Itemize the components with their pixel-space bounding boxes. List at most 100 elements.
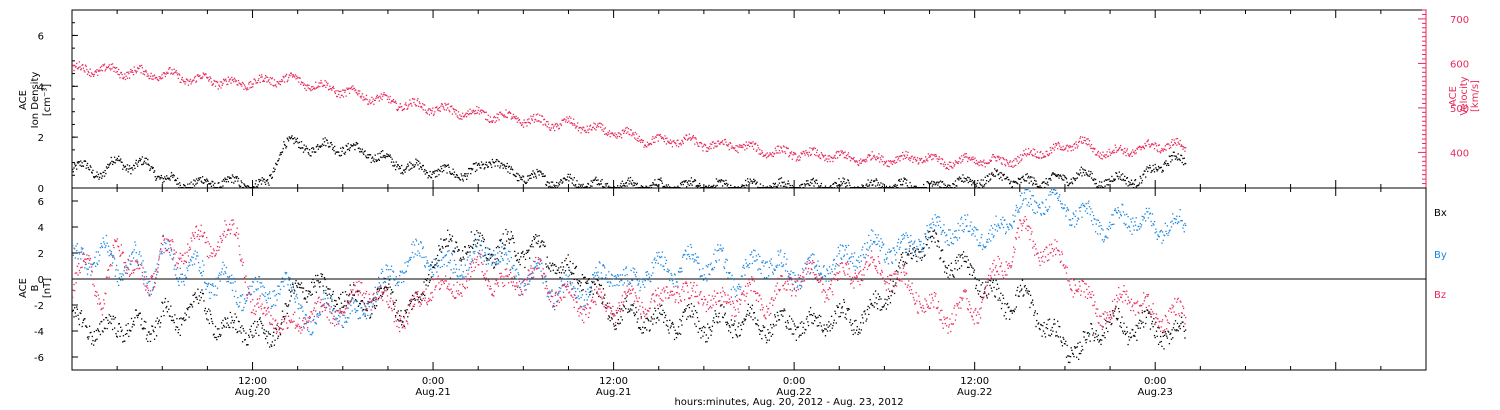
bx-point: [1119, 325, 1121, 327]
bx-point: [445, 245, 447, 248]
density-point: [1126, 177, 1129, 179]
velocity-point: [755, 150, 758, 152]
density-point: [390, 156, 392, 158]
density-point: [934, 184, 936, 186]
bx-point: [633, 314, 636, 317]
density-point: [1158, 167, 1160, 169]
density-point: [755, 182, 758, 184]
density-point: [815, 179, 817, 181]
velocity-point: [866, 160, 868, 162]
bx-point: [619, 307, 621, 310]
bx-point: [1078, 358, 1080, 360]
bx-point: [406, 309, 408, 311]
bx-point: [438, 249, 441, 251]
bx-point: [967, 259, 969, 261]
bx-point: [572, 262, 574, 265]
bx-point: [857, 333, 859, 336]
bx-point: [1121, 316, 1123, 318]
density-point: [394, 164, 396, 166]
velocity-point: [1154, 142, 1156, 144]
bx-point: [360, 300, 362, 302]
density-point: [175, 179, 177, 182]
bx-point: [1158, 327, 1160, 329]
density-point: [306, 147, 308, 150]
bx-point: [243, 339, 246, 341]
bx-point: [1063, 338, 1065, 340]
velocity-point: [540, 121, 542, 123]
velocity-point: [208, 80, 210, 82]
velocity-point: [589, 125, 591, 127]
velocity-point: [687, 138, 689, 140]
density-point: [661, 182, 663, 184]
density-point: [220, 186, 222, 188]
bx-point: [474, 238, 477, 241]
velocity-point: [247, 88, 249, 91]
velocity-point: [199, 77, 202, 80]
velocity-point: [644, 144, 646, 146]
bx-point: [253, 335, 255, 337]
velocity-point: [964, 156, 967, 158]
bx-point: [1155, 321, 1157, 323]
density-point: [619, 185, 621, 187]
bx-point: [204, 310, 206, 312]
density-point: [344, 151, 347, 153]
velocity-point: [631, 133, 634, 135]
density-point: [208, 182, 211, 185]
bx-point: [88, 336, 90, 338]
density-point: [460, 173, 462, 175]
bx-point: [551, 262, 554, 265]
bx-point: [689, 315, 691, 317]
velocity-point: [290, 72, 292, 74]
velocity-point: [443, 109, 445, 111]
velocity-point: [452, 107, 454, 110]
density-point: [816, 182, 818, 185]
velocity-point: [348, 92, 351, 94]
density-point: [258, 180, 261, 183]
density-point: [212, 181, 214, 183]
velocity-point: [741, 145, 743, 147]
density-point: [1066, 181, 1068, 183]
velocity-point: [1090, 143, 1093, 146]
velocity-point: [861, 160, 863, 162]
density-point: [379, 152, 381, 155]
density-point: [1172, 151, 1175, 153]
velocity-point: [867, 154, 869, 156]
density-point: [369, 154, 372, 156]
density-point: [1071, 181, 1073, 183]
velocity-point: [746, 147, 748, 150]
bx-point: [137, 314, 139, 317]
velocity-point: [120, 72, 122, 74]
velocity-point: [1093, 148, 1095, 150]
velocity-point: [685, 134, 687, 136]
bx-point: [638, 327, 640, 329]
density-point: [633, 184, 636, 186]
bx-point: [540, 241, 542, 244]
velocity-point: [1184, 150, 1186, 152]
bx-point: [1041, 335, 1043, 337]
density-point: [82, 165, 85, 167]
bx-point: [707, 323, 709, 325]
velocity-point: [781, 150, 783, 152]
density-point: [579, 185, 582, 187]
bx-point: [72, 310, 74, 312]
density-point: [256, 186, 259, 188]
bx-point: [456, 246, 458, 248]
bx-point: [503, 247, 506, 249]
velocity-point: [733, 148, 735, 150]
bx-point: [573, 278, 575, 280]
velocity-point: [731, 145, 733, 147]
density-point: [514, 174, 516, 176]
velocity-point: [678, 143, 680, 145]
bx-point: [440, 238, 442, 240]
velocity-point: [566, 116, 568, 118]
density-point: [688, 180, 690, 182]
density-point: [933, 180, 935, 183]
velocity-point: [616, 135, 619, 138]
velocity-point: [572, 124, 574, 126]
velocity-point: [413, 101, 415, 104]
velocity-point: [985, 162, 987, 164]
velocity-point: [903, 154, 905, 156]
velocity-point: [951, 167, 953, 169]
velocity-point: [620, 134, 622, 136]
density-point: [226, 178, 228, 181]
